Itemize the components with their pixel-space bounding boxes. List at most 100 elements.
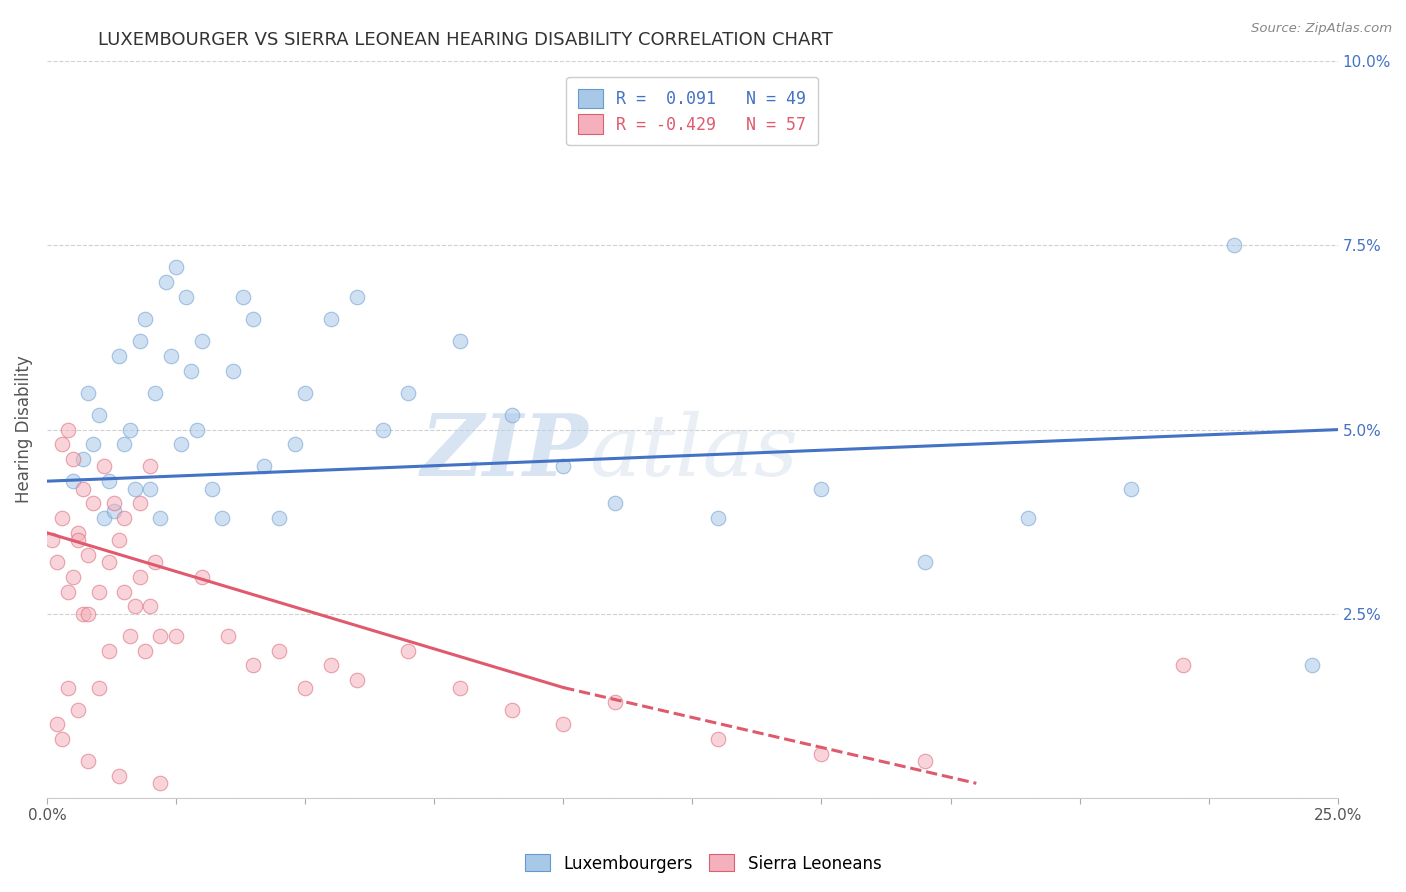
- Point: [77, 754, 100, 768]
- Point: [134, 312, 156, 326]
- Point: [269, 511, 291, 525]
- Point: [346, 673, 368, 688]
- Point: [72, 452, 94, 467]
- Point: [253, 459, 276, 474]
- Text: Source: ZipAtlas.com: Source: ZipAtlas.com: [1251, 22, 1392, 36]
- Point: [1121, 482, 1143, 496]
- Point: [118, 629, 141, 643]
- Point: [128, 334, 150, 348]
- Point: [124, 482, 146, 496]
- Point: [51, 732, 73, 747]
- Point: [108, 769, 131, 783]
- Point: [134, 643, 156, 657]
- Point: [66, 525, 89, 540]
- Point: [112, 437, 135, 451]
- Point: [319, 312, 342, 326]
- Point: [371, 423, 394, 437]
- Y-axis label: Hearing Disability: Hearing Disability: [15, 356, 32, 503]
- Point: [77, 385, 100, 400]
- Point: [149, 511, 172, 525]
- Legend: R =  0.091   N = 49, R = -0.429   N = 57: R = 0.091 N = 49, R = -0.429 N = 57: [567, 77, 818, 145]
- Point: [914, 754, 936, 768]
- Point: [346, 290, 368, 304]
- Point: [62, 474, 84, 488]
- Point: [155, 275, 177, 289]
- Point: [449, 334, 471, 348]
- Point: [112, 584, 135, 599]
- Point: [603, 496, 626, 510]
- Point: [97, 555, 120, 569]
- Point: [186, 423, 208, 437]
- Point: [211, 511, 233, 525]
- Point: [149, 776, 172, 790]
- Point: [217, 629, 239, 643]
- Point: [180, 364, 202, 378]
- Point: [128, 496, 150, 510]
- Point: [284, 437, 307, 451]
- Point: [1017, 511, 1039, 525]
- Point: [810, 482, 832, 496]
- Point: [603, 695, 626, 709]
- Point: [269, 643, 291, 657]
- Point: [124, 599, 146, 614]
- Point: [319, 658, 342, 673]
- Point: [1301, 658, 1323, 673]
- Point: [294, 681, 316, 695]
- Point: [176, 290, 198, 304]
- Point: [46, 717, 69, 731]
- Point: [242, 658, 264, 673]
- Point: [232, 290, 254, 304]
- Point: [1171, 658, 1194, 673]
- Point: [108, 533, 131, 548]
- Text: atlas: atlas: [589, 410, 799, 493]
- Point: [128, 570, 150, 584]
- Point: [51, 437, 73, 451]
- Point: [56, 584, 79, 599]
- Point: [46, 555, 69, 569]
- Point: [707, 732, 730, 747]
- Point: [66, 703, 89, 717]
- Point: [143, 385, 166, 400]
- Point: [143, 555, 166, 569]
- Point: [810, 747, 832, 761]
- Point: [87, 408, 110, 422]
- Text: LUXEMBOURGER VS SIERRA LEONEAN HEARING DISABILITY CORRELATION CHART: LUXEMBOURGER VS SIERRA LEONEAN HEARING D…: [98, 31, 834, 49]
- Point: [66, 533, 89, 548]
- Point: [93, 511, 115, 525]
- Point: [1223, 238, 1246, 252]
- Point: [242, 312, 264, 326]
- Point: [139, 459, 162, 474]
- Point: [41, 533, 63, 548]
- Point: [139, 599, 162, 614]
- Point: [553, 459, 575, 474]
- Point: [449, 681, 471, 695]
- Point: [159, 349, 181, 363]
- Point: [77, 607, 100, 621]
- Point: [62, 570, 84, 584]
- Point: [165, 260, 187, 275]
- Point: [191, 570, 214, 584]
- Point: [77, 548, 100, 562]
- Point: [72, 482, 94, 496]
- Point: [103, 503, 125, 517]
- Point: [170, 437, 193, 451]
- Point: [294, 385, 316, 400]
- Point: [396, 385, 419, 400]
- Point: [165, 629, 187, 643]
- Point: [191, 334, 214, 348]
- Point: [93, 459, 115, 474]
- Point: [707, 511, 730, 525]
- Point: [396, 643, 419, 657]
- Point: [56, 681, 79, 695]
- Point: [108, 349, 131, 363]
- Point: [501, 703, 523, 717]
- Point: [72, 607, 94, 621]
- Point: [914, 555, 936, 569]
- Point: [201, 482, 224, 496]
- Legend: Luxembourgers, Sierra Leoneans: Luxembourgers, Sierra Leoneans: [517, 847, 889, 880]
- Point: [222, 364, 245, 378]
- Point: [112, 511, 135, 525]
- Point: [97, 474, 120, 488]
- Point: [103, 496, 125, 510]
- Point: [87, 681, 110, 695]
